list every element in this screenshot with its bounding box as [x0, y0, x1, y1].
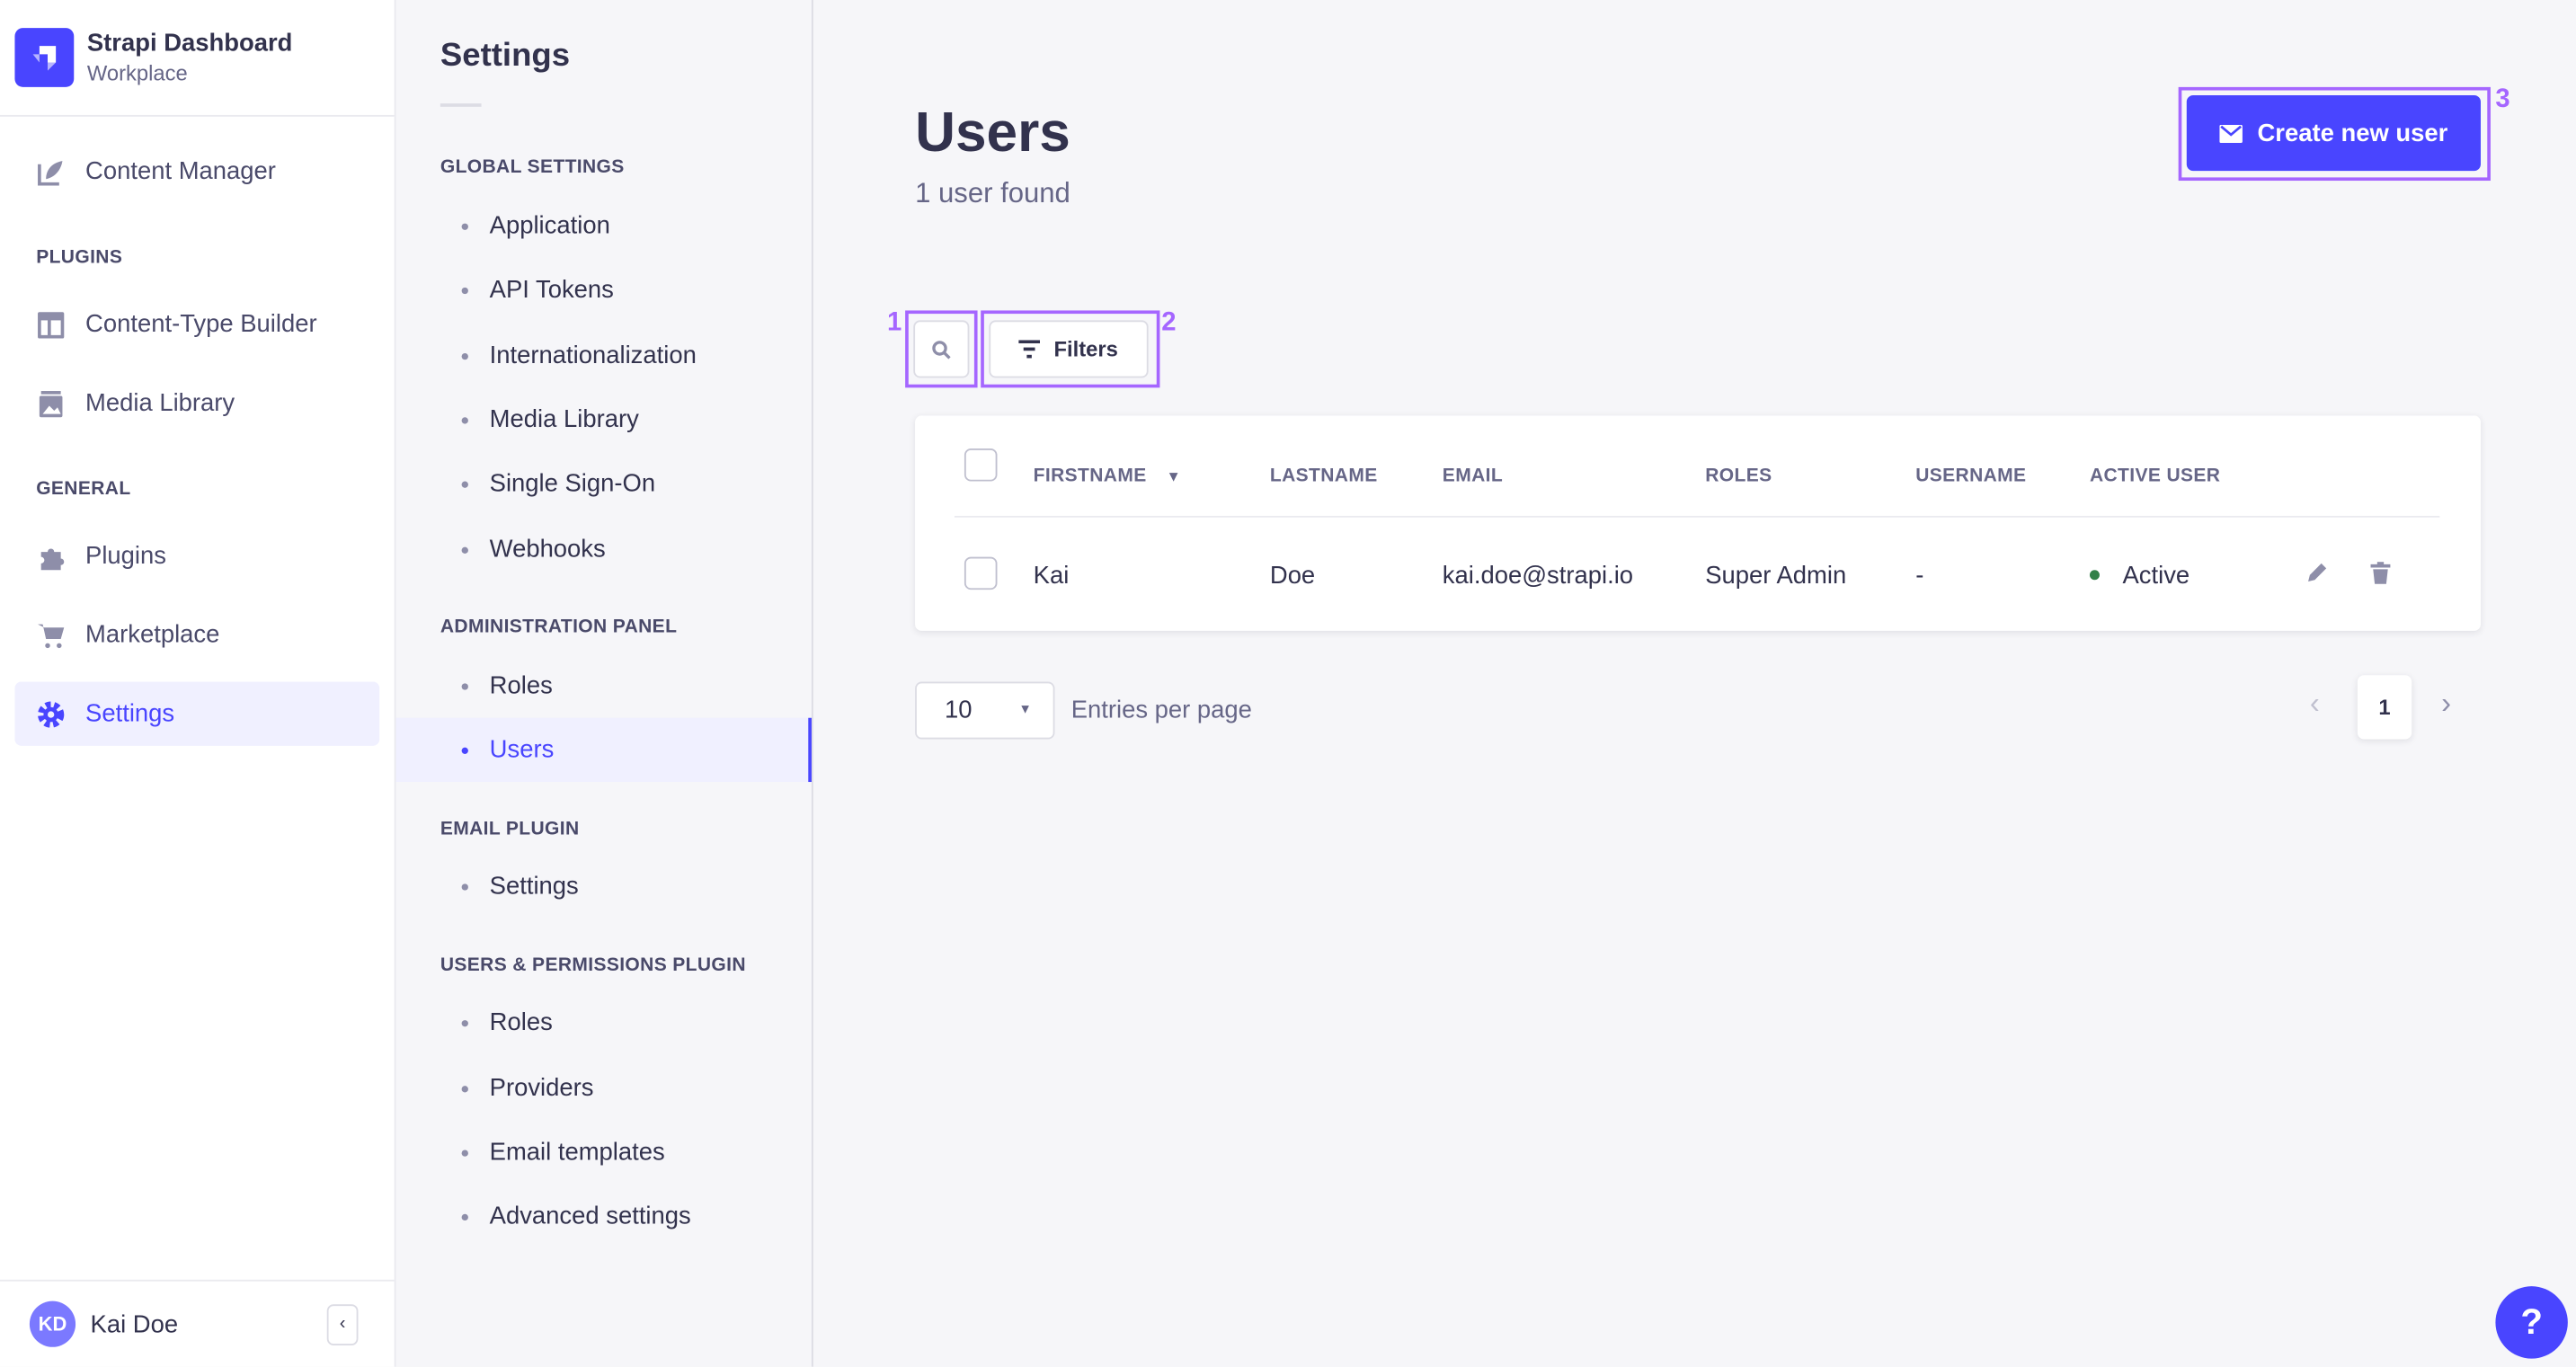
entries-per-page-label: Entries per page [1070, 696, 1252, 725]
select-all-checkbox[interactable] [964, 448, 998, 482]
settings-subnav: Settings GLOBAL SETTINGS Application API… [395, 0, 813, 1367]
gear-icon [38, 700, 65, 727]
feather-icon [38, 160, 63, 185]
column-header-email[interactable]: EMAIL [1442, 466, 1504, 487]
brand: Strapi Dashboard Workplace [0, 0, 395, 117]
divider [440, 103, 482, 107]
help-button[interactable]: ? [2495, 1286, 2568, 1359]
header-divider [954, 515, 2440, 518]
nav-item-settings[interactable]: Settings [14, 681, 380, 746]
column-header-firstname[interactable]: FIRSTNAME ▼ [1033, 466, 1182, 487]
users-table: FIRSTNAME ▼ LASTNAME EMAIL ROLES USERNAME… [915, 415, 2481, 631]
subnav-item-email-settings[interactable]: Settings [395, 854, 811, 918]
column-header-roles: ROLES [1705, 466, 1772, 487]
pencil-icon[interactable] [2305, 562, 2328, 585]
section-administration-panel: ADMINISTRATION PANEL [440, 617, 678, 638]
page-1-button[interactable]: 1 [2357, 675, 2412, 740]
annotation-label-3: 3 [2495, 85, 2510, 114]
filters-button[interactable]: Filters [989, 320, 1149, 378]
annotation-box-1 [905, 310, 978, 388]
cell-active: Active [2122, 562, 2190, 590]
user-name: Kai Doe [90, 1309, 179, 1338]
nav-item-marketplace[interactable]: Marketplace [14, 603, 379, 667]
column-header-username[interactable]: USERNAME [1915, 466, 2027, 487]
section-email-plugin: EMAIL PLUGIN [440, 820, 580, 840]
cell-username: - [1915, 562, 1924, 590]
subnav-item-admin-roles[interactable]: Roles [395, 653, 811, 717]
column-header-active-user[interactable]: ACTIVE USER [2089, 466, 2221, 487]
nav-section-general: GENERAL [36, 479, 131, 500]
page-title: Users [915, 102, 1070, 164]
layout-icon [38, 311, 65, 338]
column-header-lastname[interactable]: LASTNAME [1269, 466, 1378, 487]
nav-item-content-type-builder[interactable]: Content-Type Builder [14, 292, 379, 356]
subnav-item-advanced-settings[interactable]: Advanced settings [395, 1185, 811, 1248]
cell-firstname: Kai [1033, 562, 1070, 590]
cell-roles: Super Admin [1705, 562, 1847, 590]
create-new-user-button[interactable]: Create new user [2186, 95, 2481, 172]
trash-icon[interactable] [2370, 562, 2391, 585]
search-button[interactable] [913, 320, 970, 378]
main-nav: Strapi Dashboard Workplace Content Manag… [0, 0, 396, 1367]
page-size-select[interactable]: 10 ▼ [915, 681, 1055, 740]
annotation-box-2 [981, 310, 1160, 388]
annotation-label-2: 2 [1161, 308, 1177, 337]
subnav-item-api-tokens[interactable]: API Tokens [395, 258, 811, 322]
subnav-item-application[interactable]: Application [395, 194, 811, 258]
cell-lastname: Doe [1269, 562, 1316, 590]
subnav-item-media-library[interactable]: Media Library [395, 387, 811, 451]
caret-down-icon: ▼ [1018, 701, 1032, 716]
subnav-item-users[interactable]: Users [395, 717, 812, 783]
brand-title: Strapi Dashboard [86, 29, 293, 58]
chevron-left-icon: ‹ [339, 1314, 346, 1335]
envelope-icon [2219, 123, 2243, 143]
annotation-box-3 [2178, 86, 2491, 182]
subnav-item-email-templates[interactable]: Email templates [395, 1121, 811, 1185]
user-count: 1 user found [915, 177, 1070, 209]
avatar[interactable]: KD [29, 1300, 76, 1347]
annotation-label-1: 1 [887, 308, 902, 337]
filter-icon [1019, 340, 1041, 359]
subnav-item-up-roles[interactable]: Roles [395, 990, 811, 1054]
collapse-nav-button[interactable]: ‹ [326, 1303, 359, 1345]
strapi-logo-icon [14, 28, 75, 87]
nav-section-plugins: PLUGINS [36, 247, 123, 268]
cart-icon [38, 623, 65, 648]
active-status-dot [2089, 570, 2100, 581]
nav-item-media-library[interactable]: Media Library [14, 371, 379, 435]
subnav-title: Settings [440, 38, 571, 75]
nav-item-plugins[interactable]: Plugins [14, 524, 379, 588]
subnav-item-internationalization[interactable]: Internationalization [395, 324, 811, 387]
brand-subtitle: Workplace [86, 60, 188, 86]
section-global-settings: GLOBAL SETTINGS [440, 157, 625, 178]
row-checkbox[interactable] [964, 556, 998, 590]
user-bar: KD Kai Doe ‹ [0, 1279, 395, 1367]
image-icon [39, 390, 63, 417]
puzzle-icon [40, 547, 65, 570]
subnav-item-providers[interactable]: Providers [395, 1056, 811, 1120]
sort-caret-icon: ▼ [1166, 467, 1182, 485]
prev-page-icon[interactable]: ‹ [2309, 687, 2320, 720]
subnav-item-sso[interactable]: Single Sign-On [395, 452, 811, 516]
section-users-permissions: USERS & PERMISSIONS PLUGIN [440, 955, 746, 976]
cell-email: kai.doe@strapi.io [1442, 562, 1634, 590]
next-page-icon[interactable]: › [2441, 687, 2452, 720]
nav-item-content-manager[interactable]: Content Manager [14, 139, 379, 203]
subnav-item-webhooks[interactable]: Webhooks [395, 518, 811, 581]
search-icon [932, 340, 951, 359]
